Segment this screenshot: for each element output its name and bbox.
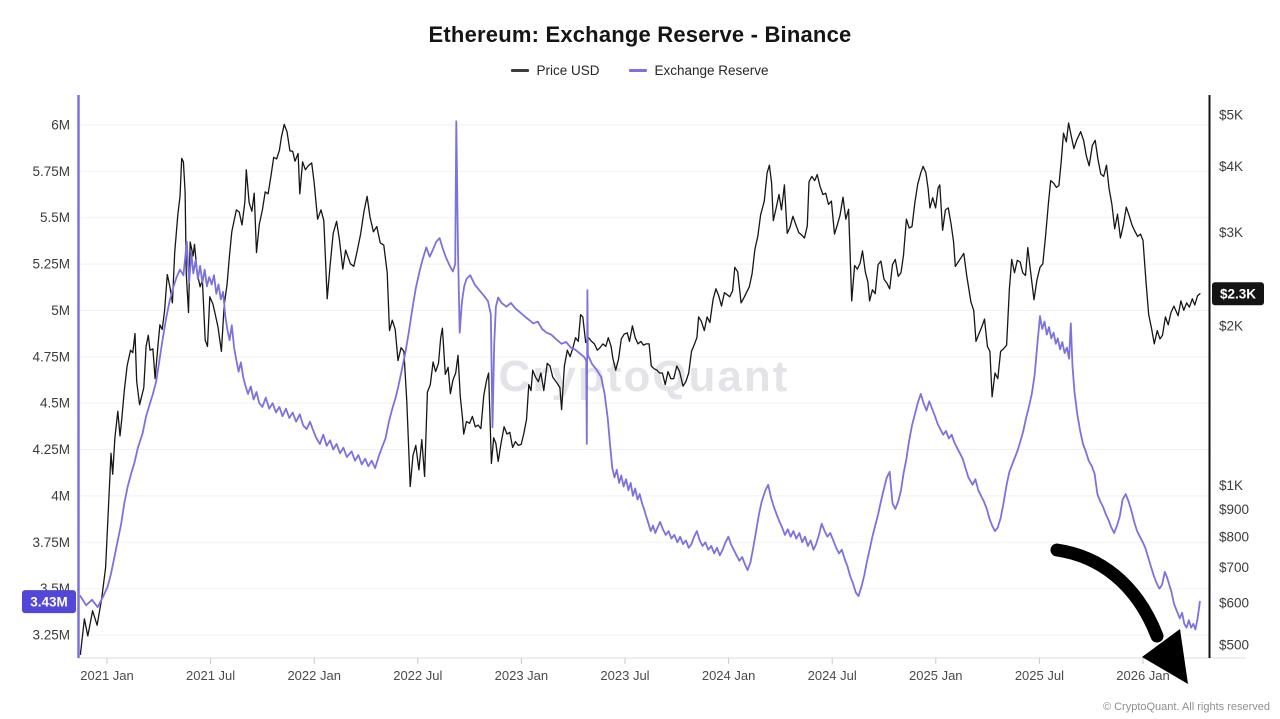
- arrow-head-icon: [1142, 629, 1188, 684]
- reserve-line-swatch-icon: [629, 69, 648, 72]
- x-tick-label: 2023 Jul: [600, 668, 649, 683]
- right-axis-tick-label: $500: [1219, 638, 1249, 653]
- right-axis-tick-label: $600: [1219, 596, 1249, 611]
- left-axis-tick-label: 4M: [51, 488, 70, 503]
- copyright-text: © CryptoQuant. All rights reserved: [1102, 701, 1270, 713]
- watermark: CryptoQuant: [499, 352, 790, 401]
- chart-title: Ethereum: Exchange Reserve - Binance: [428, 22, 852, 47]
- x-tick-label: 2025 Jan: [909, 668, 963, 683]
- reserve-current-value-badge: [22, 590, 76, 614]
- right-axis-tick-label: $1K: [1219, 478, 1243, 493]
- right-axis-tick-label: $800: [1219, 529, 1249, 544]
- price-line-swatch-icon: [511, 69, 530, 72]
- x-tick-label: 2022 Jul: [393, 668, 442, 683]
- x-tick-label: 2024 Jan: [702, 668, 756, 683]
- x-tick-label: 2023 Jan: [495, 668, 549, 683]
- legend-item-exchange-reserve[interactable]: Exchange Reserve: [629, 63, 769, 78]
- x-tick-label: 2021 Jul: [186, 668, 235, 683]
- arrow-body: [1050, 543, 1164, 643]
- left-axis-tick-label: 5.25M: [32, 257, 70, 272]
- right-axis-tick-label: $2K: [1219, 318, 1243, 333]
- left-axis-tick-label: 6M: [51, 118, 70, 133]
- left-axis-tick-label: 5.5M: [40, 210, 70, 225]
- left-axis-tick-label: 5M: [51, 303, 70, 318]
- left-axis-tick-label: 5.75M: [32, 164, 70, 179]
- x-tick-label: 2022 Jan: [287, 668, 341, 683]
- right-axis-tick-label: $900: [1219, 502, 1249, 517]
- badge-label: 3.43M: [30, 594, 68, 609]
- left-axis-tick-label: 4.25M: [32, 442, 70, 457]
- exchange-reserve-line: [79, 120, 1201, 631]
- right-axis-tick-label: $700: [1219, 560, 1249, 575]
- legend: Price USD Exchange Reserve: [0, 63, 1280, 78]
- price-usd-line: [79, 122, 1201, 656]
- left-axis-tick-label: 4.5M: [40, 396, 70, 411]
- price-current-value-badge: [1212, 282, 1264, 306]
- drop-arrow-annotation: [1050, 543, 1188, 684]
- x-tick-label: 2025 Jul: [1015, 668, 1064, 683]
- x-tick-label: 2026 Jan: [1116, 668, 1170, 683]
- badge-label: $2.3K: [1220, 287, 1256, 302]
- legend-label-price-usd: Price USD: [536, 63, 600, 78]
- x-tick-label: 2024 Jul: [808, 668, 857, 683]
- left-axis-tick-label: 3.25M: [32, 628, 70, 643]
- left-axis-tick-label: 4.75M: [32, 349, 70, 364]
- left-axis-tick-label: 3.75M: [32, 535, 70, 550]
- legend-label-exchange-reserve: Exchange Reserve: [654, 63, 769, 78]
- right-axis-tick-label: $3K: [1219, 225, 1243, 240]
- right-axis-tick-label: $4K: [1219, 159, 1243, 174]
- right-axis-tick-label: $5K: [1219, 108, 1243, 123]
- legend-item-price-usd[interactable]: Price USD: [511, 63, 599, 78]
- x-tick-label: 2021 Jan: [80, 668, 134, 683]
